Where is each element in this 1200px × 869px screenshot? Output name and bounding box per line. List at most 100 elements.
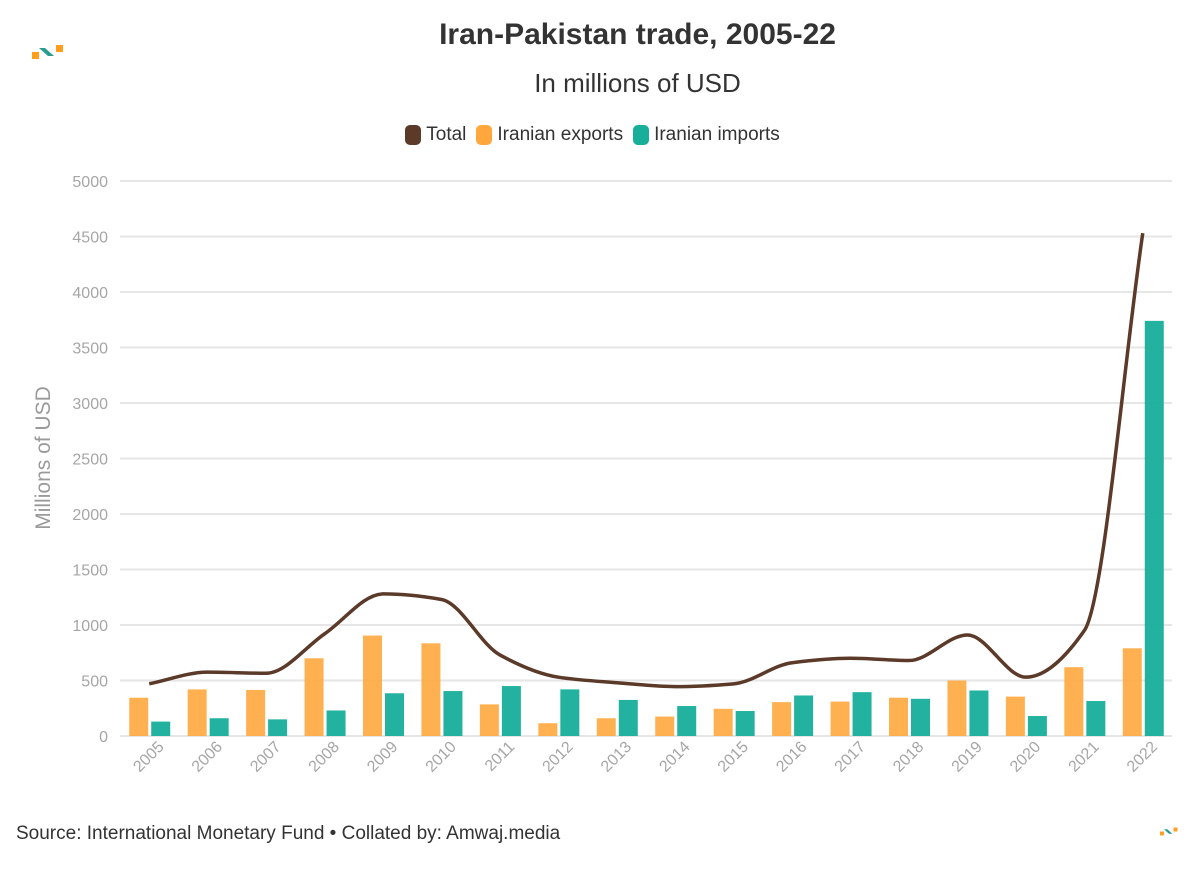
x-tick-label: 2006 (189, 738, 226, 775)
source-footer: Source: International Monetary Fund • Co… (16, 823, 561, 844)
bar-exports-2016[interactable] (772, 702, 792, 736)
total-point-2009[interactable] (383, 593, 384, 594)
bar-imports-2009[interactable] (385, 693, 404, 736)
total-point-2011[interactable] (499, 654, 500, 655)
x-tick-label: 2007 (247, 738, 284, 775)
legend-label: Total (426, 124, 467, 145)
bar-imports-2019[interactable] (969, 690, 989, 736)
x-tick-label: 2010 (423, 738, 460, 775)
bar-imports-2016[interactable] (794, 695, 814, 736)
y-axis-ticks: 0 500 1000 1500 2000 2500 3000 3500 4000 4500 5000 (72, 174, 108, 746)
bar-exports-2014[interactable] (655, 716, 675, 736)
bar-exports-2013[interactable] (596, 718, 616, 736)
total-point-2016[interactable] (792, 662, 793, 663)
x-tick-label: 2005 (130, 738, 167, 775)
total-point-2010[interactable] (441, 599, 442, 600)
total-line-layer (148, 232, 1145, 689)
legend: Total Iranian exports Iranian imports (0, 124, 1185, 146)
total-point-2018[interactable] (909, 660, 910, 661)
bar-exports-2022[interactable] (1122, 648, 1142, 736)
bar-imports-2006[interactable] (209, 718, 229, 736)
y-tick-label: 5000 (72, 174, 108, 191)
total-point-2008[interactable] (324, 633, 325, 634)
total-point-2007[interactable] (266, 673, 267, 674)
bar-exports-2007[interactable] (246, 689, 266, 736)
legend-item-exports[interactable]: Iranian exports (476, 124, 623, 146)
total-point-2015[interactable] (733, 683, 734, 684)
bar-imports-2007[interactable] (268, 719, 288, 736)
legend-item-total[interactable]: Total (405, 124, 466, 146)
bar-exports-2010[interactable] (421, 643, 441, 736)
bar-imports-2022[interactable] (1144, 320, 1164, 736)
chart-subtitle: In millions of USD (534, 68, 741, 98)
total-point-2012[interactable] (558, 677, 559, 678)
imports-swatch-icon (633, 125, 650, 145)
bar-exports-2012[interactable] (538, 723, 558, 736)
bar-imports-2008[interactable] (326, 710, 346, 736)
x-tick-label: 2009 (364, 738, 401, 775)
total-point-2014[interactable] (675, 686, 676, 687)
y-tick-label: 1000 (72, 618, 108, 635)
y-tick-label: 2500 (72, 452, 108, 469)
chart-title: Iran-Pakistan trade, 2005-22 (439, 18, 836, 51)
bar-exports-2019[interactable] (947, 680, 967, 737)
y-tick-label: 4000 (72, 285, 108, 302)
total-point-2017[interactable] (850, 658, 851, 659)
x-tick-label: 2016 (773, 738, 810, 775)
total-point-2005[interactable] (149, 683, 150, 684)
bar-imports-2005[interactable] (151, 721, 171, 736)
total-point-2021[interactable] (1084, 630, 1085, 631)
bar-exports-2005[interactable] (129, 697, 149, 736)
y-tick-label: 3000 (72, 396, 108, 413)
bar-imports-2018[interactable] (911, 698, 930, 736)
total-point-2006[interactable] (207, 672, 208, 673)
y-tick-label: 500 (81, 674, 108, 691)
bar-imports-2011[interactable] (501, 686, 521, 736)
x-tick-label: 2022 (1124, 738, 1161, 775)
total-point-2022[interactable] (1142, 233, 1143, 234)
bar-imports-2017[interactable] (852, 692, 872, 736)
total-point-2013[interactable] (616, 682, 617, 683)
x-tick-label: 2013 (598, 738, 635, 775)
bar-imports-2020[interactable] (1027, 716, 1047, 736)
y-tick-label: 0 (99, 729, 108, 746)
x-tick-label: 2017 (832, 738, 869, 775)
total-point-2019[interactable] (967, 634, 968, 635)
x-tick-label: 2008 (306, 738, 343, 775)
x-tick-label: 2020 (1007, 738, 1044, 775)
bar-exports-2008[interactable] (304, 658, 324, 736)
bar-imports-2015[interactable] (735, 711, 755, 736)
legend-label: Iranian imports (654, 124, 780, 145)
x-tick-label: 2021 (1066, 738, 1103, 775)
bar-exports-2018[interactable] (889, 697, 908, 736)
bar-exports-2021[interactable] (1064, 667, 1084, 736)
bar-exports-2020[interactable] (1005, 696, 1025, 736)
y-tick-label: 4500 (72, 230, 108, 247)
x-tick-label: 2014 (656, 738, 693, 775)
bar-imports-2014[interactable] (677, 706, 697, 736)
x-tick-label: 2011 (482, 738, 518, 774)
x-axis-ticks: 2005 2006 2007 2008 2009 2010 2011 2012 2013 2014… (130, 738, 1161, 775)
y-tick-label: 2000 (72, 507, 108, 524)
total-point-2020[interactable] (1025, 677, 1026, 678)
bars (129, 320, 1164, 737)
amwaj-logo-icon (32, 45, 63, 59)
bar-exports-2017[interactable] (830, 701, 850, 736)
x-tick-label: 2012 (540, 738, 577, 775)
bar-imports-2013[interactable] (618, 699, 638, 736)
bar-exports-2009[interactable] (363, 635, 382, 736)
amwaj-small-logo-icon (1160, 827, 1178, 836)
bar-exports-2015[interactable] (713, 708, 733, 736)
total-line[interactable] (148, 232, 1145, 689)
bar-imports-2021[interactable] (1086, 701, 1106, 736)
bar-imports-2012[interactable] (560, 689, 580, 736)
x-tick-label: 2018 (890, 738, 927, 775)
x-tick-label: 2019 (949, 738, 986, 775)
bar-exports-2006[interactable] (187, 689, 207, 736)
bar-imports-2010[interactable] (443, 691, 463, 736)
bar-exports-2011[interactable] (479, 704, 499, 736)
exports-swatch-icon (476, 125, 493, 145)
legend-item-imports[interactable]: Iranian imports (633, 124, 780, 146)
gridlines (120, 180, 1172, 737)
